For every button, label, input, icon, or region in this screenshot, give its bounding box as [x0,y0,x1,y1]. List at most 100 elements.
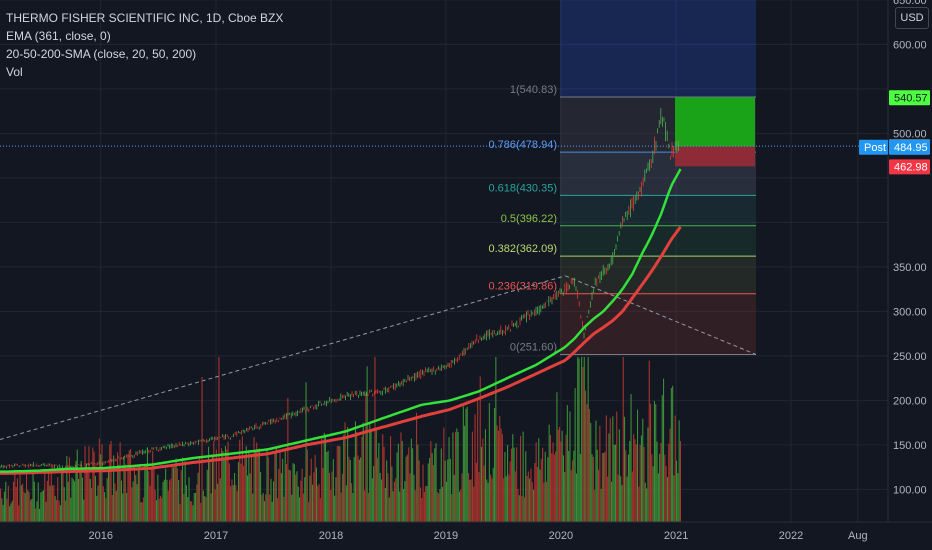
volume-bar-up [219,478,221,522]
volume-bar-down [336,445,338,522]
volume-bar-down [497,430,499,522]
volume-bar-up [426,486,428,522]
volume-bar-down [16,478,18,522]
volume-bar-down [634,439,636,522]
price-axis-label: 650.00 [893,0,927,7]
volume-bar-up [562,455,564,522]
fib-retracement: 1(540.83) 0.786(478.94) 0.618(430.35) 0.5(3… [489,0,756,355]
indicator-volume[interactable]: Vol [6,65,23,79]
price-tag [889,139,930,155]
volume-bar-down [130,449,132,522]
volume-bar-up [175,458,177,522]
sma-50-line [0,168,682,473]
symbol-title[interactable]: THERMO FISHER SCIENTIFIC INC, 1D, Cboe B… [6,11,284,25]
price-candles [0,108,681,470]
volume-bar-up [539,469,541,522]
volume-bar-down [213,441,215,522]
volume-bar-up [573,450,575,522]
volume-bar-down [409,473,411,522]
volume-bar-up [621,485,623,522]
indicator-ema[interactable]: EMA (361, close, 0) [6,29,111,43]
volume-bar-up [488,403,490,522]
volume-bar-up [288,469,290,522]
volume-bar-down [341,473,343,522]
volume-bar-up [657,473,659,522]
volume-bar-up [464,425,466,522]
volume-bar-up [249,473,251,522]
volume-bar-down [29,500,31,522]
volume-bar-up [670,387,672,522]
volume-bar-down [648,360,650,522]
volume-bar-down [559,426,561,522]
volume-bar-up [525,451,527,522]
volume-bar-down [605,415,607,522]
volume-bar-down [530,468,532,522]
volume-bar-up [172,467,174,522]
volume-bar-up [666,477,668,522]
time-axis-label: Aug [848,530,868,542]
volume-bar-down [565,434,567,522]
volume-bar-up [396,452,398,522]
volume-bar-up [388,497,390,522]
volume-bar-down [668,443,670,522]
volume-bar-up [434,448,436,522]
volume-bar-down [128,450,130,522]
volume-bar-down [286,464,288,522]
volume-bar-up [254,450,256,522]
volume-bar-down [664,454,666,522]
fib-zone [560,225,756,257]
volume-bar-up [45,501,47,522]
volume-bar-down [279,449,281,522]
price-axis [888,0,932,550]
volume-bar-up [126,492,128,522]
volume-bar-up [444,460,446,522]
volume-bar-up [123,456,125,522]
volume-bar-down [91,487,93,522]
volume-bar-up [305,382,307,522]
volume-bar-up [104,492,106,522]
volume-bar-down [598,469,600,522]
volume-bar-up [275,446,277,522]
volume-bar-down [470,479,472,522]
volume-bar-up [630,394,632,522]
volume-bar-down [15,486,17,522]
volume-bar-up [583,357,585,522]
volume-bar-up [360,457,362,522]
volume-bar-up [237,462,239,522]
volume-bar-down [526,475,528,522]
volume-bar-up [89,478,91,522]
volume-bar-up [61,469,63,522]
volume-bar-up [447,459,449,522]
volume-bar-down [256,442,258,522]
volume-bar-down [235,484,237,522]
volume-bar-down [265,494,267,522]
volume-bar-up [224,446,226,522]
volume-bar-up [595,420,597,522]
currency-button[interactable]: USD [895,7,929,29]
volume-bar-up [94,475,96,522]
volume-bar-down [131,487,133,522]
volume-bar-up [202,490,204,522]
volume-bar-up [309,475,311,522]
volume-bar-down [183,493,185,522]
volume-bar-up [3,491,5,522]
volume-bar-up [115,490,117,522]
volume-bar-up [440,448,442,522]
volume-bar-down [161,497,163,522]
volume-bar-up [206,469,208,522]
volume-bar-down [436,491,438,522]
indicator-sma[interactable]: 20-50-200-SMA (close, 20, 50, 200) [6,47,197,61]
volume-bar-down [572,460,574,522]
volume-bar-up [427,463,429,522]
volume-bar-up [677,473,679,522]
volume-bar-down [536,467,538,522]
volume-bar-up [332,459,334,522]
price-axis-label: 600.00 [893,39,927,51]
volume-bar-down [669,428,671,522]
volume-bar-up [655,404,657,522]
volume-bar-down [22,483,24,522]
volume-bar-up [335,477,337,522]
volume-bar-up [445,481,447,522]
volume-bar-down [253,437,255,522]
